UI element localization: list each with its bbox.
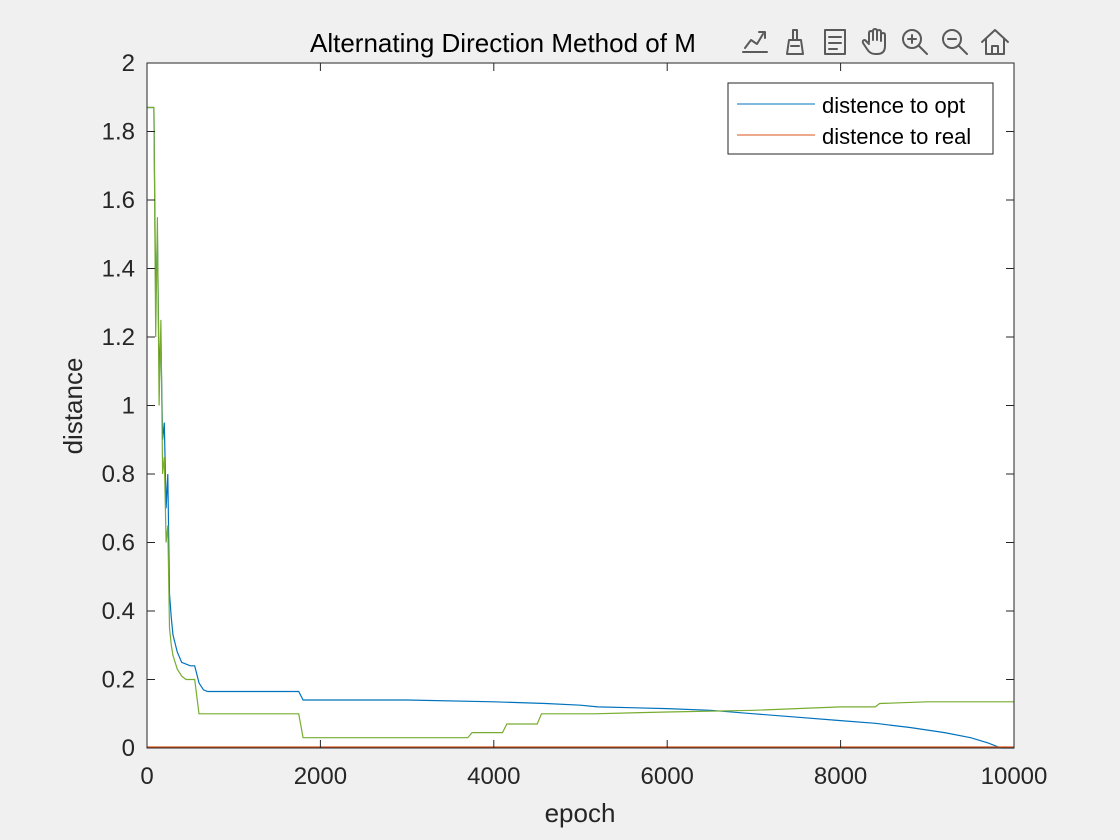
x-axis: 0 2000 4000 6000 8000 10000	[140, 63, 1047, 790]
zoom-out-button[interactable]	[937, 24, 973, 60]
x-tick-label: 0	[140, 763, 153, 790]
data-tips-icon	[824, 29, 846, 55]
chart-title: Alternating Direction Method of M	[310, 28, 696, 58]
y-tick-label: 0.2	[102, 667, 135, 694]
zoom-in-button[interactable]	[897, 24, 933, 60]
y-tick-label: 0.8	[102, 461, 135, 488]
y-tick-label: 0	[122, 735, 135, 762]
pan-icon	[861, 28, 886, 55]
data-tips-button[interactable]	[817, 24, 853, 60]
x-tick-label: 2000	[294, 763, 347, 790]
y-tick-label: 2	[122, 50, 135, 77]
zoom-in-icon	[902, 29, 928, 55]
legend-label-real: distence to real	[822, 124, 971, 149]
export-button[interactable]	[737, 24, 773, 60]
series-layer	[147, 106, 1014, 749]
export-icon	[742, 31, 768, 53]
axes-toolbar	[737, 22, 1013, 62]
y-tick-label: 1	[122, 393, 135, 420]
y-tick-label: 1.6	[102, 187, 135, 214]
x-axis-label: epoch	[545, 798, 616, 828]
x-tick-label: 6000	[641, 763, 694, 790]
y-tick-label: 1.4	[102, 256, 135, 283]
y-axis: 0 0.2 0.4 0.6 0.8 1 1.2 1.4 1.6 1.8 2	[102, 50, 1014, 762]
legend-label-opt: distence to opt	[822, 93, 965, 118]
zoom-out-icon	[942, 29, 968, 55]
series-line-3	[147, 106, 1014, 739]
restore-view-button[interactable]	[977, 24, 1013, 60]
restore-view-icon	[981, 29, 1009, 55]
x-tick-label: 10000	[981, 763, 1048, 790]
y-tick-label: 0.6	[102, 530, 135, 557]
legend[interactable]: distence to opt distence to real	[727, 82, 994, 155]
data-brush-button[interactable]	[777, 24, 813, 60]
plot-area	[147, 63, 1014, 748]
x-tick-label: 8000	[814, 763, 867, 790]
legend-box	[727, 82, 994, 155]
y-tick-label: 1.2	[102, 324, 135, 351]
y-tick-label: 1.8	[102, 119, 135, 146]
y-axis-label: distance	[58, 358, 88, 455]
y-tick-label: 0.4	[102, 598, 135, 625]
data-brush-icon	[786, 29, 804, 55]
pan-button[interactable]	[857, 24, 893, 60]
x-tick-label: 4000	[467, 763, 520, 790]
